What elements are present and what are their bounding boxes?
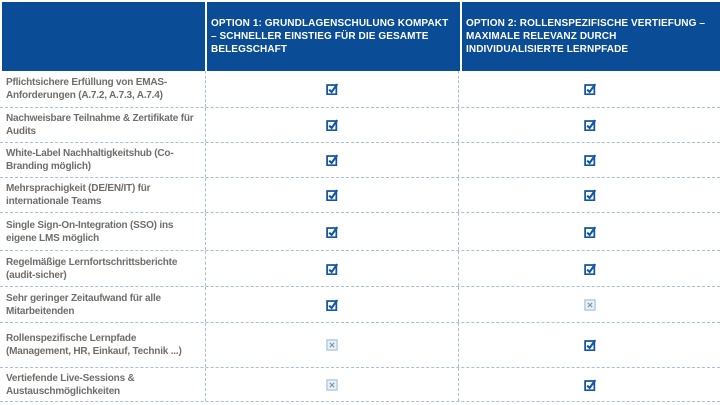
- table-row: Vertiefende Live-Sessions & Austauschmög…: [0, 368, 720, 402]
- option1-cell: [205, 251, 458, 286]
- header-cell-option1: OPTION 1: GRUNDLAGENSCHULUNG KOMPAKT – S…: [207, 2, 460, 71]
- checked-checkbox-icon: [583, 262, 596, 275]
- option2-cell: [458, 323, 720, 367]
- header-label-option1: OPTION 1: GRUNDLAGENSCHULUNG KOMPAKT – S…: [211, 18, 449, 55]
- feature-label-cell: Vertiefende Live-Sessions & Austauschmög…: [0, 368, 205, 401]
- option1-cell: [205, 143, 458, 177]
- feature-label-cell: Nachweisbare Teilnahme & Zertifikate für…: [0, 108, 205, 142]
- option1-cell: [205, 368, 458, 401]
- option2-cell: [458, 213, 720, 250]
- option2-cell: [458, 178, 720, 212]
- option2-cell: [458, 287, 720, 322]
- header-label-option2: OPTION 2: ROLLENSPEZIFISCHE VERTIEFUNG –…: [466, 18, 706, 55]
- checked-checkbox-icon: [583, 119, 596, 131]
- feature-label: Nachweisbare Teilnahme & Zertifikate für…: [6, 113, 194, 137]
- option1-cell: [205, 178, 458, 212]
- checked-checkbox-icon: [583, 225, 596, 238]
- header-cell-features: [2, 2, 205, 71]
- checked-checkbox-icon: [326, 119, 338, 131]
- option1-cell: [205, 71, 458, 107]
- feature-label: Rollenspezifische Lernpfade (Management,…: [6, 333, 182, 357]
- feature-label: Mehrsprachigkeit (DE/EN/IT) für internat…: [6, 183, 151, 207]
- feature-label-cell: Rollenspezifische Lernpfade (Management,…: [0, 323, 205, 367]
- table-row: Nachweisbare Teilnahme & Zertifikate für…: [0, 108, 720, 143]
- header-cell-option2: OPTION 2: ROLLENSPEZIFISCHE VERTIEFUNG –…: [462, 2, 720, 71]
- feature-label: Pflichtsichere Erfüllung von EMAS-Anford…: [6, 77, 167, 101]
- feature-label-cell: Pflichtsichere Erfüllung von EMAS-Anford…: [0, 71, 205, 107]
- feature-label: Regelmäßige Lernfortschrittsberichte (au…: [6, 256, 178, 281]
- option2-cell: [458, 71, 720, 107]
- crossed-checkbox-icon: [326, 378, 338, 391]
- table-row: Rollenspezifische Lernpfade (Management,…: [0, 323, 720, 368]
- feature-label-cell: Mehrsprachigkeit (DE/EN/IT) für internat…: [0, 178, 205, 212]
- feature-label-cell: Regelmäßige Lernfortschrittsberichte (au…: [0, 251, 205, 286]
- feature-label-cell: White-Label Nachhaltigkeitshub (Co-Brand…: [0, 143, 205, 177]
- checked-checkbox-icon: [583, 339, 596, 351]
- table-row: Single Sign-On-Integration (SSO) ins eig…: [0, 213, 720, 251]
- option1-cell: [205, 287, 458, 322]
- checked-checkbox-icon: [583, 154, 596, 166]
- option2-cell: [458, 108, 720, 142]
- table-row: White-Label Nachhaltigkeitshub (Co-Brand…: [0, 143, 720, 178]
- checked-checkbox-icon: [583, 378, 596, 391]
- feature-label-cell: Single Sign-On-Integration (SSO) ins eig…: [0, 213, 205, 250]
- feature-label: Single Sign-On-Integration (SSO) ins eig…: [6, 219, 174, 244]
- option1-cell: [205, 108, 458, 142]
- crossed-checkbox-icon: [583, 298, 596, 311]
- option1-cell: [205, 323, 458, 367]
- table-header-row: OPTION 1: GRUNDLAGENSCHULUNG KOMPAKT – S…: [2, 2, 720, 71]
- checked-checkbox-icon: [583, 189, 596, 201]
- comparison-table-body: Pflichtsichere Erfüllung von EMAS-Anford…: [0, 71, 720, 402]
- feature-label-cell: Sehr geringer Zeitaufwand für alle Mitar…: [0, 287, 205, 322]
- option1-cell: [205, 213, 458, 250]
- checked-checkbox-icon: [326, 83, 338, 95]
- option2-cell: [458, 251, 720, 286]
- checked-checkbox-icon: [326, 189, 338, 201]
- option2-cell: [458, 143, 720, 177]
- feature-label: Vertiefende Live-Sessions & Austauschmög…: [6, 372, 135, 397]
- table-row: Pflichtsichere Erfüllung von EMAS-Anford…: [0, 71, 720, 108]
- feature-label: White-Label Nachhaltigkeitshub (Co-Brand…: [6, 148, 174, 172]
- table-row: Sehr geringer Zeitaufwand für alle Mitar…: [0, 287, 720, 323]
- table-row: Mehrsprachigkeit (DE/EN/IT) für internat…: [0, 178, 720, 213]
- checked-checkbox-icon: [326, 298, 338, 311]
- feature-label: Sehr geringer Zeitaufwand für alle Mitar…: [6, 292, 161, 317]
- option2-cell: [458, 368, 720, 401]
- checked-checkbox-icon: [583, 83, 596, 95]
- crossed-checkbox-icon: [326, 339, 338, 351]
- checked-checkbox-icon: [326, 262, 338, 275]
- table-row: Regelmäßige Lernfortschrittsberichte (au…: [0, 251, 720, 287]
- checked-checkbox-icon: [326, 154, 338, 166]
- checked-checkbox-icon: [326, 225, 338, 238]
